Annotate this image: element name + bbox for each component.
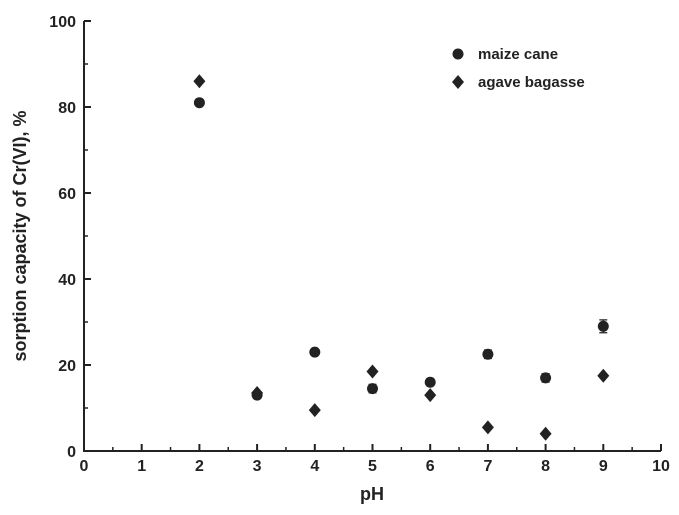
x-tick-label: 9 bbox=[599, 458, 608, 475]
circle-marker bbox=[424, 376, 436, 388]
diamond-marker bbox=[193, 74, 206, 89]
circle-marker bbox=[540, 372, 552, 384]
diamond-marker bbox=[481, 420, 494, 435]
x-tick-label: 8 bbox=[541, 458, 550, 475]
y-axis-label: sorption capacity of Cr(VI), % bbox=[10, 110, 30, 361]
legend-label: maize cane bbox=[478, 46, 558, 63]
y-tick-label: 20 bbox=[58, 358, 76, 375]
circle-marker bbox=[367, 383, 378, 395]
circle-marker bbox=[597, 320, 609, 332]
x-tick-label: 0 bbox=[80, 458, 89, 475]
diamond-marker bbox=[424, 388, 437, 403]
diamond-marker bbox=[539, 426, 552, 441]
y-tick-label: 40 bbox=[58, 272, 76, 289]
diamond-marker bbox=[366, 364, 379, 379]
y-tick-label: 100 bbox=[49, 14, 76, 31]
x-tick-label: 7 bbox=[483, 458, 492, 475]
circle-marker bbox=[193, 97, 205, 109]
y-tick-label: 0 bbox=[67, 444, 76, 461]
circle-marker bbox=[309, 346, 321, 358]
diamond-marker bbox=[251, 385, 264, 400]
x-tick-label: 2 bbox=[195, 458, 204, 475]
x-tick-label: 5 bbox=[368, 458, 377, 475]
x-tick-label: 6 bbox=[426, 458, 435, 475]
x-axis-label: pH bbox=[360, 484, 384, 504]
diamond-marker bbox=[597, 368, 610, 383]
diamond-marker bbox=[308, 403, 321, 418]
x-tick-label: 3 bbox=[253, 458, 262, 475]
y-tick-label: 80 bbox=[58, 100, 76, 117]
diamond-marker bbox=[452, 75, 464, 89]
x-tick-label: 4 bbox=[310, 458, 319, 475]
x-tick-label: 1 bbox=[137, 458, 146, 475]
circle-marker bbox=[482, 348, 494, 360]
x-tick-label: 10 bbox=[652, 458, 670, 475]
legend-label: agave bagasse bbox=[478, 74, 585, 91]
y-tick-label: 60 bbox=[58, 186, 76, 203]
circle-marker bbox=[452, 48, 464, 60]
